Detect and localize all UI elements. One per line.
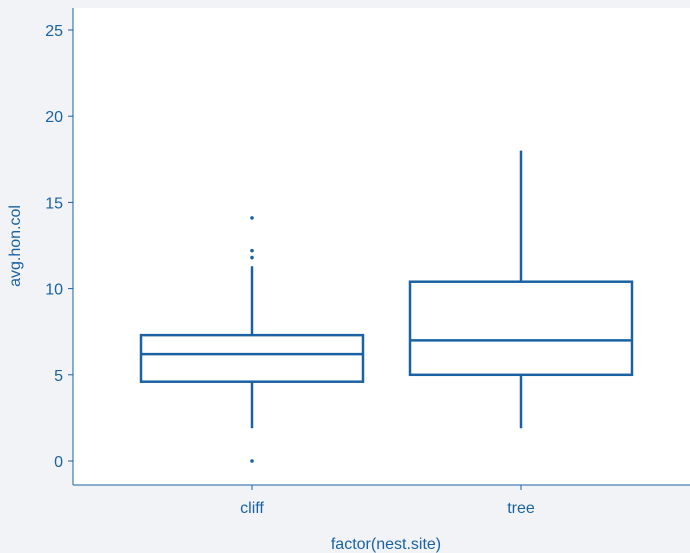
y-tick-label: 20 [45, 109, 63, 126]
outlier-point [250, 459, 254, 463]
y-tick-label: 10 [45, 282, 63, 299]
box-cliff [139, 216, 365, 463]
iqr-box [139, 333, 365, 383]
outlier-point [250, 216, 254, 220]
y-axis-title: avg.hon.col [7, 205, 24, 287]
iqr-box [408, 280, 634, 377]
outlier-point [250, 248, 254, 253]
x-axis-title: factor(nest.site) [331, 536, 441, 553]
plot-panel [73, 8, 690, 485]
y-tick-label: 5 [54, 368, 63, 385]
box-series [139, 150, 634, 463]
x-tick-label: cliff [240, 500, 264, 517]
y-tick-label: 0 [54, 454, 63, 471]
y-tick-label: 25 [45, 23, 63, 40]
outlier-point [250, 255, 254, 260]
y-axis-ticks: 0 5 10 15 20 25 [45, 23, 73, 471]
x-tick-label: tree [507, 500, 535, 517]
y-tick-label: 15 [45, 195, 63, 212]
box-tree [408, 150, 634, 429]
x-axis-ticks: cliff tree [240, 485, 535, 517]
